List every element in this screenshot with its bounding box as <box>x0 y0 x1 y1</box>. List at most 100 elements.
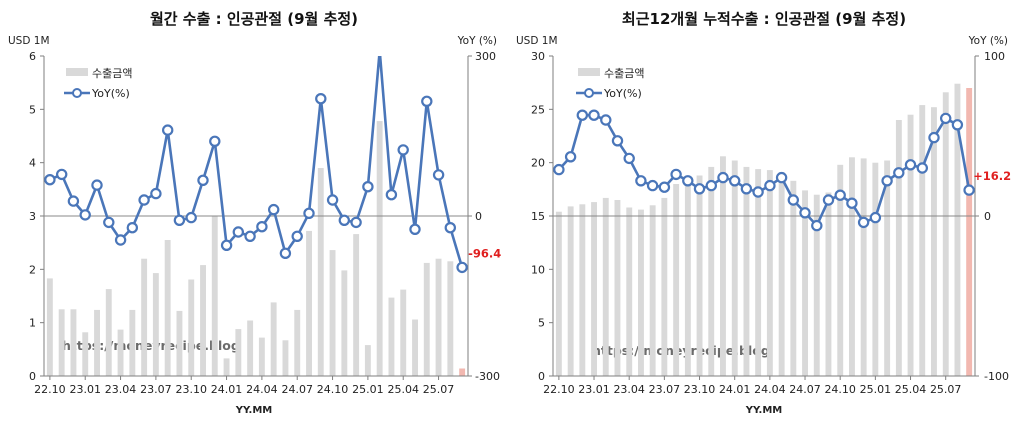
bar <box>895 120 902 376</box>
yoy-marker <box>869 211 882 224</box>
bar <box>778 172 785 376</box>
bar <box>58 309 65 376</box>
yoy-marker <box>185 211 197 224</box>
bar <box>743 166 750 376</box>
yoy-marker <box>588 109 600 121</box>
x-tick-label: 23.04 <box>105 383 137 396</box>
left-tick-label: 25 <box>531 103 545 116</box>
bar <box>555 211 562 376</box>
right-axis-unit: YoY (%) <box>968 35 1008 47</box>
bar <box>802 190 808 376</box>
bar-series <box>555 83 973 377</box>
x-axis-label: YY.MM <box>745 405 783 416</box>
left-tick-label: 2 <box>29 263 36 276</box>
x-tick-label: 24.04 <box>754 383 786 396</box>
bar <box>872 162 879 376</box>
right-tick-label: 300 <box>475 50 496 63</box>
yoy-marker <box>729 175 741 187</box>
bar <box>94 309 100 376</box>
bar <box>105 289 112 376</box>
bar <box>376 121 383 376</box>
bar <box>649 205 656 376</box>
monthly-export-chart: 월간 수출 : 인공관절 (9월 추정) USD 1M YoY (%) YY.M… <box>8 10 501 416</box>
x-tick-label: 22.10 <box>543 383 575 396</box>
yoy-marker <box>740 183 753 195</box>
x-tick-label: 25.01 <box>860 383 892 396</box>
x-tick-label: 23.04 <box>613 383 645 396</box>
yoy-marker <box>822 194 835 206</box>
yoy-marker <box>256 220 268 233</box>
x-tick-label: 25.04 <box>387 383 419 396</box>
yoy-marker <box>916 162 929 174</box>
bar <box>317 168 324 376</box>
yoy-marker <box>564 151 577 163</box>
bar <box>176 310 183 376</box>
yoy-marker <box>79 209 91 221</box>
yoy-marker <box>126 221 139 234</box>
x-tick-label: 23.01 <box>578 383 610 396</box>
legend-line-label: YoY(%) <box>603 87 642 100</box>
yoy-marker <box>91 179 103 191</box>
left-axis-unit: USD 1M <box>516 35 558 47</box>
bar <box>329 250 336 376</box>
legend: 수출금액 YoY(%) <box>576 67 644 100</box>
last-yoy-annotation: -96.4 <box>468 246 501 260</box>
left-tick-label: 3 <box>29 210 36 223</box>
yoy-marker <box>56 168 68 181</box>
legend: 수출금액 YoY(%) <box>64 67 132 100</box>
yoy-marker <box>67 195 80 207</box>
bar <box>117 329 124 376</box>
yoy-marker <box>220 239 233 251</box>
yoy-marker <box>409 223 421 235</box>
left-tick-label: 20 <box>531 157 545 170</box>
yoy-marker <box>670 168 682 181</box>
yoy-marker <box>279 247 292 259</box>
yoy-marker <box>350 216 362 229</box>
yoy-marker <box>846 197 858 209</box>
left-tick-label: 5 <box>538 317 545 330</box>
last-yoy-annotation: +16.2 <box>973 169 1011 183</box>
bar <box>966 88 973 376</box>
yoy-marker <box>291 230 303 242</box>
bar <box>661 197 668 376</box>
bar <box>46 278 53 376</box>
yoy-marker <box>315 92 327 105</box>
right-axis-unit: YoY (%) <box>457 35 497 47</box>
yoy-marker <box>787 194 800 206</box>
bar <box>353 234 360 376</box>
bar <box>720 156 726 376</box>
bar <box>447 261 454 376</box>
left-axis-unit: USD 1M <box>8 35 50 47</box>
yoy-marker <box>232 226 244 238</box>
bar <box>200 265 206 376</box>
legend-line-marker <box>584 88 594 98</box>
bar <box>247 320 254 376</box>
yoy-marker <box>209 135 221 147</box>
x-tick-label: 25.07 <box>930 383 962 396</box>
bar <box>412 319 418 376</box>
bar <box>235 329 242 376</box>
left-tick-label: 6 <box>29 50 36 63</box>
yoy-marker <box>764 179 776 192</box>
bar <box>907 114 914 376</box>
left-tick-label: 1 <box>29 317 36 330</box>
yoy-marker <box>635 175 647 187</box>
right-tick-label: -300 <box>475 370 500 383</box>
yoy-marker <box>103 216 115 229</box>
bar <box>579 204 586 376</box>
bar <box>70 309 77 376</box>
legend-bar-swatch <box>578 68 600 76</box>
left-tick-label: 0 <box>29 370 36 383</box>
right-tick-label: 100 <box>984 50 1005 63</box>
yoy-marker <box>303 207 315 219</box>
right-tick-label: 0 <box>475 210 482 223</box>
chart-title: 월간 수출 : 인공관절 (9월 추정) <box>150 10 358 28</box>
x-tick-label: 25.07 <box>423 383 455 396</box>
legend-bar-label: 수출금액 <box>604 67 644 80</box>
bar <box>614 200 621 376</box>
bar <box>813 194 820 376</box>
yoy-marker <box>928 131 940 144</box>
yoy-marker <box>244 230 256 242</box>
left-tick-label: 0 <box>538 370 545 383</box>
x-tick-label: 23.07 <box>649 383 681 396</box>
